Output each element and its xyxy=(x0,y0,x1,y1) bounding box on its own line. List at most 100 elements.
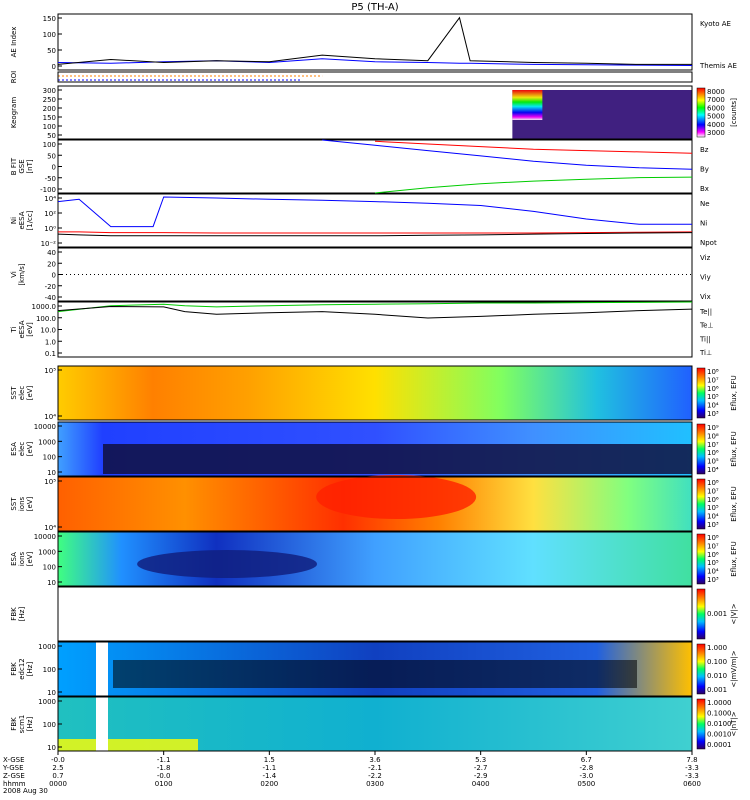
density-frame xyxy=(57,193,693,248)
panel-sst_i: 10⁵10⁴SSTions[eV]10⁸10⁷10⁶10⁵10⁴10³Eflux… xyxy=(10,475,738,532)
density-legend-entry: Npot xyxy=(700,239,717,247)
temperature-ylabel-line: Ti xyxy=(10,326,18,333)
sst_e-ylabel: SSTelec[eV] xyxy=(10,385,34,400)
roi-ylabel: ROI xyxy=(10,71,18,83)
esa_e-colorbar-tick: 10⁷ xyxy=(707,441,719,449)
temperature-legend-entry: Ti|| xyxy=(699,335,711,343)
panel-temperature: 1000.0 100.0 10.0 1.0 0.1 TieESA[eV] Te|| Te⊥ Ti… xyxy=(10,301,714,358)
sst_i-ylabel-line: ions xyxy=(18,496,26,511)
sst_e-ylabel-line: SST xyxy=(10,386,18,400)
fbk_e-colorbar-tick: 0.100 xyxy=(707,658,727,666)
density-ylabel-line: eESA xyxy=(18,211,26,229)
fbk_b-colorbar-tick: 0.0100 xyxy=(707,720,732,728)
ae-ytick-label: 100 xyxy=(43,31,56,39)
keogram-colorbar-tick: 3000 xyxy=(707,129,725,137)
bfield-frame xyxy=(57,139,693,194)
fbk_b-ylabel: FBKscm1[Hz] xyxy=(10,715,34,734)
sst_i-colorbar-unit: Eflux, EFU xyxy=(730,486,738,521)
fbk_blank-colorbar-unit: <|V|> xyxy=(730,603,738,624)
sst_i-colorbar-tick: 10⁴ xyxy=(707,513,719,521)
sst_i-colorbar-tick: 10⁶ xyxy=(707,496,719,504)
sst_e-colorbar-tick: 10⁵ xyxy=(707,393,719,401)
temperature-ytick-label: 100.0 xyxy=(36,315,56,323)
fbk_b-ytick-label: 100 xyxy=(43,721,56,729)
esa_e-ylabel-line: [eV] xyxy=(26,441,34,456)
x-axis-value: 0400 xyxy=(472,780,490,788)
bfield-legend-entry: By xyxy=(700,166,709,174)
density-ylabel-line: [1/cc] xyxy=(26,210,34,230)
velocity-legend-entry: Vix xyxy=(700,293,711,301)
esa_e-ylabel-line: ESA xyxy=(10,442,18,456)
fbk_e-ytick-label: 100 xyxy=(43,666,56,674)
x-axis-table: X-GSEY-GSEZ-GSEhhmm-0.02.50.70000-1.1-1.… xyxy=(2,751,701,788)
sst_e-ylabel-line: elec xyxy=(18,386,26,401)
esa_i-ylabel: ESAions[eV] xyxy=(10,551,34,566)
fbk_blank-colorbar-tick: 0.001 xyxy=(707,610,727,618)
fbk_e-colorbar-tick: 0.001 xyxy=(707,686,727,694)
date-label: 2008 Aug 30 xyxy=(3,787,48,795)
fbk_b-colorbar-tick: 1.0000 xyxy=(707,699,732,707)
fbk_blank-ylabel-line: FBK xyxy=(10,607,18,621)
sst_i-ylabel-line: SST xyxy=(10,497,18,511)
ae-ylabel-line: AE Index xyxy=(10,27,18,58)
fbk-b-low-band xyxy=(58,739,198,751)
esa_e-colorbar-tick: 10⁹ xyxy=(707,424,719,432)
esa_i-colorbar xyxy=(696,533,706,585)
temperature-ytick-label: 0.1 xyxy=(45,350,56,358)
esa_e-ytick-label: 100 xyxy=(43,454,56,462)
density-legend-entry: Ne xyxy=(700,200,710,208)
ae-legend-entry: Themis AE xyxy=(699,62,737,70)
panel-velocity: 40 20 0 -20 -40 Vi[km/s] Viz Viy Vix xyxy=(10,247,711,302)
x-axis-value: 0600 xyxy=(683,780,701,788)
bfield-ytick-label: 0 xyxy=(52,164,56,172)
fbk-b-gap xyxy=(96,697,108,751)
sst_e-colorbar-tick: 10⁷ xyxy=(707,376,719,384)
series-themis-ae xyxy=(57,16,692,65)
x-axis-value: -1.4 xyxy=(262,772,276,780)
fbk_e-colorbar-tick: 1.000 xyxy=(707,644,727,652)
keogram-ytick-label: 200 xyxy=(43,105,56,113)
fbk_e-ylabel: FBKedc12[Hz] xyxy=(10,658,34,680)
fbk_e-ylabel-line: FBK xyxy=(10,662,18,676)
roi-ylabel-line: ROI xyxy=(10,71,18,83)
temperature-ylabel: TieESA[eV] xyxy=(10,320,34,338)
x-axis-value: -2.8 xyxy=(579,764,593,772)
esa_i-ylabel-line: ESA xyxy=(10,552,18,566)
fbk_e-colorbar xyxy=(696,643,706,695)
x-axis-value: -2.7 xyxy=(474,764,488,772)
series-bx xyxy=(322,139,693,170)
ae-ylabel: AE Index xyxy=(10,27,18,58)
ae-legend-entry: Kyoto AE xyxy=(700,20,731,28)
esa_e-colorbar xyxy=(696,423,706,475)
fbk_b-ylabel-line: [Hz] xyxy=(26,717,34,732)
esa_e-ytick-label: 1000 xyxy=(38,438,56,446)
esa_e-colorbar-tick: 10⁴ xyxy=(707,466,719,474)
series-ni xyxy=(57,232,693,237)
x-axis-value: 0000 xyxy=(49,780,67,788)
temperature-ylabel-line: eESA xyxy=(18,320,26,338)
fbk_b-ylabel-line: scm1 xyxy=(18,715,26,734)
sst_e-frame xyxy=(57,365,693,421)
sst_i-ytick-label: 10⁴ xyxy=(44,524,56,532)
keogram-colorbar-tick: 8000 xyxy=(707,88,725,96)
x-axis-value: -2.1 xyxy=(368,764,382,772)
esa_i-colorbar-tick: 10⁶ xyxy=(707,551,719,559)
x-axis-value: -1.8 xyxy=(157,764,171,772)
temperature-ylabel-line: [eV] xyxy=(26,322,34,337)
fbk_b-colorbar-unit: <|nT|> xyxy=(730,711,738,736)
x-axis-value: -1.1 xyxy=(157,756,171,764)
sst_e-ytick-label: 10⁵ xyxy=(44,367,56,375)
panel-fbk_b: 1000 100 10 FBKscm1[Hz] 1.0000 0.1000 0.0100 0.… xyxy=(10,696,738,752)
ae-ytick-label: 150 xyxy=(43,15,56,23)
series-ne xyxy=(58,231,693,234)
x-axis-row-label: X-GSE xyxy=(3,756,25,764)
fbk_blank-ylabel: FBK[Hz] xyxy=(10,607,26,622)
sst_i-ylabel: SSTions[eV] xyxy=(10,496,34,511)
bfield-legend-entry: Bz xyxy=(700,146,709,154)
keogram-ytick-label: 300 xyxy=(43,87,56,95)
series-npot xyxy=(57,196,692,228)
x-axis-row-label: Y-GSE xyxy=(2,764,24,772)
fbk_e-ytick-label: 10 xyxy=(47,689,56,697)
